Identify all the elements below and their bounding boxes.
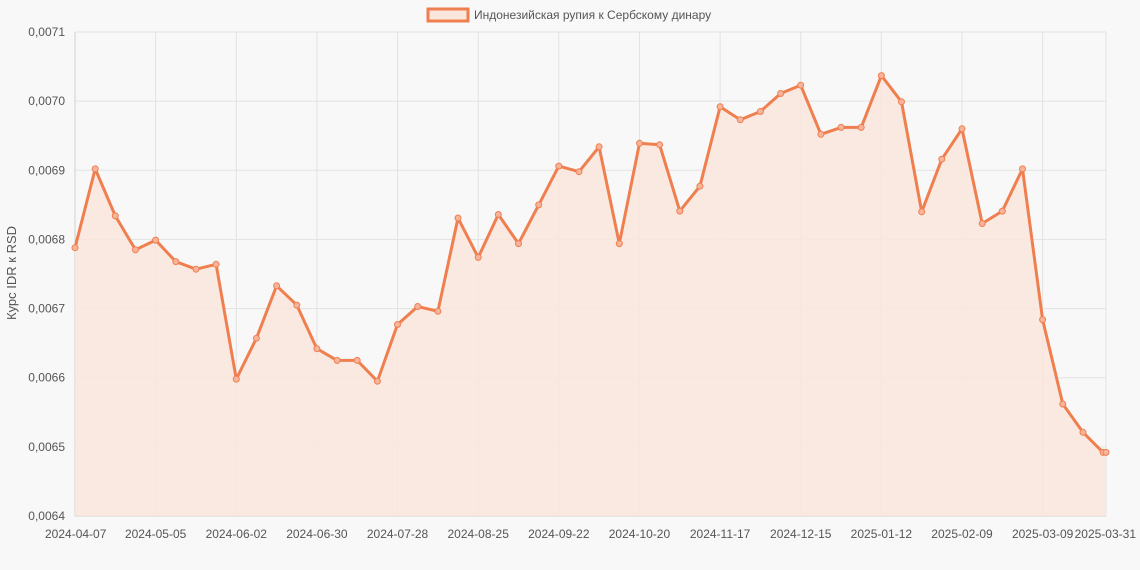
x-tick-label: 2024-12-15 — [770, 527, 832, 541]
data-point[interactable] — [676, 207, 684, 215]
data-point[interactable] — [333, 356, 341, 364]
y-tick-label: 0,0065 — [28, 440, 65, 454]
data-point[interactable] — [857, 123, 865, 131]
data-point[interactable] — [877, 72, 885, 80]
data-point[interactable] — [958, 125, 966, 133]
legend-swatch — [426, 7, 470, 23]
x-tick-label: 2024-08-25 — [447, 527, 509, 541]
x-tick-label: 2025-03-09 — [1012, 527, 1074, 541]
series-area — [75, 75, 1106, 516]
data-point[interactable] — [716, 103, 724, 111]
x-tick-label: 2024-05-05 — [125, 527, 187, 541]
x-tick-label: 2024-04-07 — [45, 527, 107, 541]
data-point[interactable] — [535, 201, 543, 209]
data-point[interactable] — [434, 307, 442, 315]
data-point[interactable] — [353, 356, 361, 364]
data-point[interactable] — [696, 182, 704, 190]
data-point[interactable] — [575, 168, 583, 176]
x-tick-labels: 2024-04-07 2024-05-05 2024-06-02 2024-06-30… — [45, 527, 1136, 541]
x-tick-label: 2025-02-09 — [931, 527, 993, 541]
data-point[interactable] — [898, 98, 905, 106]
data-point[interactable] — [71, 244, 79, 252]
y-tick-label: 0,0071 — [28, 25, 65, 39]
area-layer — [75, 75, 1106, 516]
data-point[interactable] — [414, 303, 422, 310]
y-tick-label: 0,0066 — [28, 371, 65, 385]
y-tick-label: 0,0068 — [28, 232, 65, 246]
data-point[interactable] — [313, 345, 321, 353]
x-tick-label: 2024-06-02 — [206, 527, 268, 541]
data-point[interactable] — [918, 208, 926, 216]
y-axis-title: Курс IDR к RSD — [4, 226, 19, 320]
x-tick-label: 2024-11-17 — [690, 527, 751, 541]
legend-label: Индонезийская рупия к Сербскому динару — [474, 8, 711, 22]
x-tick-label: 2024-09-22 — [528, 527, 590, 541]
x-tick-label: 2024-10-20 — [609, 527, 671, 541]
data-point[interactable] — [615, 240, 623, 248]
y-tick-label: 0,0064 — [28, 509, 65, 523]
data-point[interactable] — [474, 253, 482, 261]
data-point[interactable] — [132, 246, 139, 254]
x-tick-label: 2025-03-31 — [1075, 527, 1137, 541]
data-point[interactable] — [293, 301, 301, 309]
data-point[interactable] — [454, 214, 462, 222]
data-point[interactable] — [252, 334, 260, 342]
data-point[interactable] — [373, 377, 381, 385]
data-point[interactable] — [656, 141, 664, 149]
data-point[interactable] — [273, 282, 281, 290]
data-point[interactable] — [1102, 448, 1110, 456]
data-point[interactable] — [797, 81, 805, 89]
y-tick-label: 0,0069 — [28, 163, 65, 177]
data-point[interactable] — [394, 321, 401, 328]
y-tick-labels: 0,0064 0,0065 0,0066 0,0067 0,0068 0,0069 0,00… — [28, 25, 65, 523]
data-point[interactable] — [212, 260, 220, 268]
data-point[interactable] — [192, 265, 200, 273]
y-tick-label: 0,0067 — [28, 302, 65, 316]
data-point[interactable] — [172, 258, 180, 266]
data-point[interactable] — [756, 108, 764, 115]
y-tick-label: 0,0070 — [28, 94, 65, 108]
data-point[interactable] — [817, 130, 825, 138]
data-point[interactable] — [1039, 316, 1047, 324]
data-point[interactable] — [636, 139, 643, 147]
x-tick-label: 2024-07-28 — [367, 527, 429, 541]
data-point[interactable] — [595, 143, 603, 151]
data-point[interactable] — [938, 155, 946, 163]
x-tick-label: 2024-06-30 — [286, 527, 348, 541]
x-tick-label: 2025-01-12 — [851, 527, 913, 541]
data-point[interactable] — [555, 162, 563, 170]
data-point[interactable] — [91, 165, 99, 173]
data-point[interactable] — [1019, 165, 1026, 173]
data-point[interactable] — [111, 212, 119, 220]
data-point[interactable] — [515, 240, 522, 248]
data-point[interactable] — [837, 123, 845, 131]
data-point[interactable] — [1079, 428, 1087, 436]
data-point[interactable] — [232, 375, 240, 383]
legend[interactable]: Индонезийская рупия к Сербскому динару — [426, 7, 711, 23]
data-point[interactable] — [998, 207, 1006, 215]
points-layer — [71, 72, 1110, 456]
data-point[interactable] — [978, 220, 986, 227]
data-point[interactable] — [152, 236, 160, 244]
data-point[interactable] — [777, 90, 785, 97]
data-point[interactable] — [494, 211, 502, 218]
data-point[interactable] — [736, 116, 744, 124]
data-point[interactable] — [1059, 400, 1067, 408]
